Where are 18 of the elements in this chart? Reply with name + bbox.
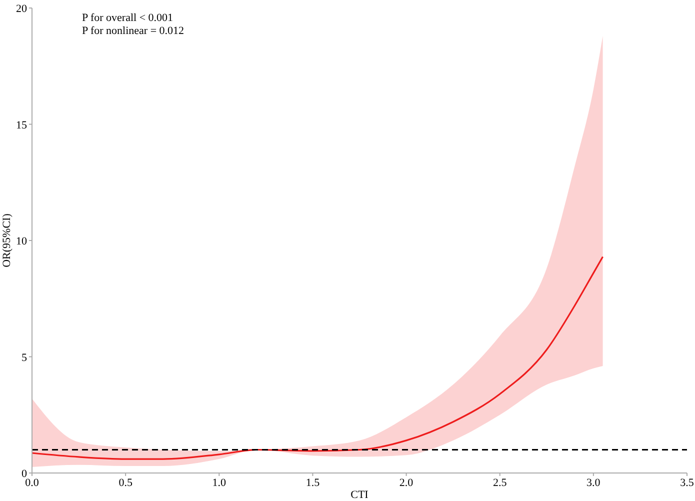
y-axis-title: OR(95%CI) — [1, 213, 13, 268]
x-tick-label: 0.5 — [118, 477, 133, 489]
line-series — [31, 256, 604, 460]
x-tick-label: 2.5 — [492, 477, 508, 489]
x-axis-title: CTI — [350, 489, 369, 501]
x-tick-label: 2.0 — [399, 477, 414, 489]
x-tick-label: 1.5 — [306, 477, 320, 489]
x-tick-label: 3.0 — [586, 477, 601, 489]
y-tick-label: 10 — [16, 236, 28, 248]
x-tick-label: 3.5 — [680, 477, 694, 489]
y-tick-label: 5 — [22, 352, 28, 364]
annotation: P for overall < 0.001 — [82, 12, 174, 24]
y-tick-label: 20 — [16, 3, 28, 15]
x-tick-label: 0.0 — [25, 477, 40, 489]
y-tick-label: 15 — [16, 119, 28, 132]
x-tick-label: 1.0 — [212, 477, 227, 489]
annotation: P for nonlinear = 0.012 — [82, 25, 184, 37]
y-tick-label: 0 — [22, 468, 28, 480]
